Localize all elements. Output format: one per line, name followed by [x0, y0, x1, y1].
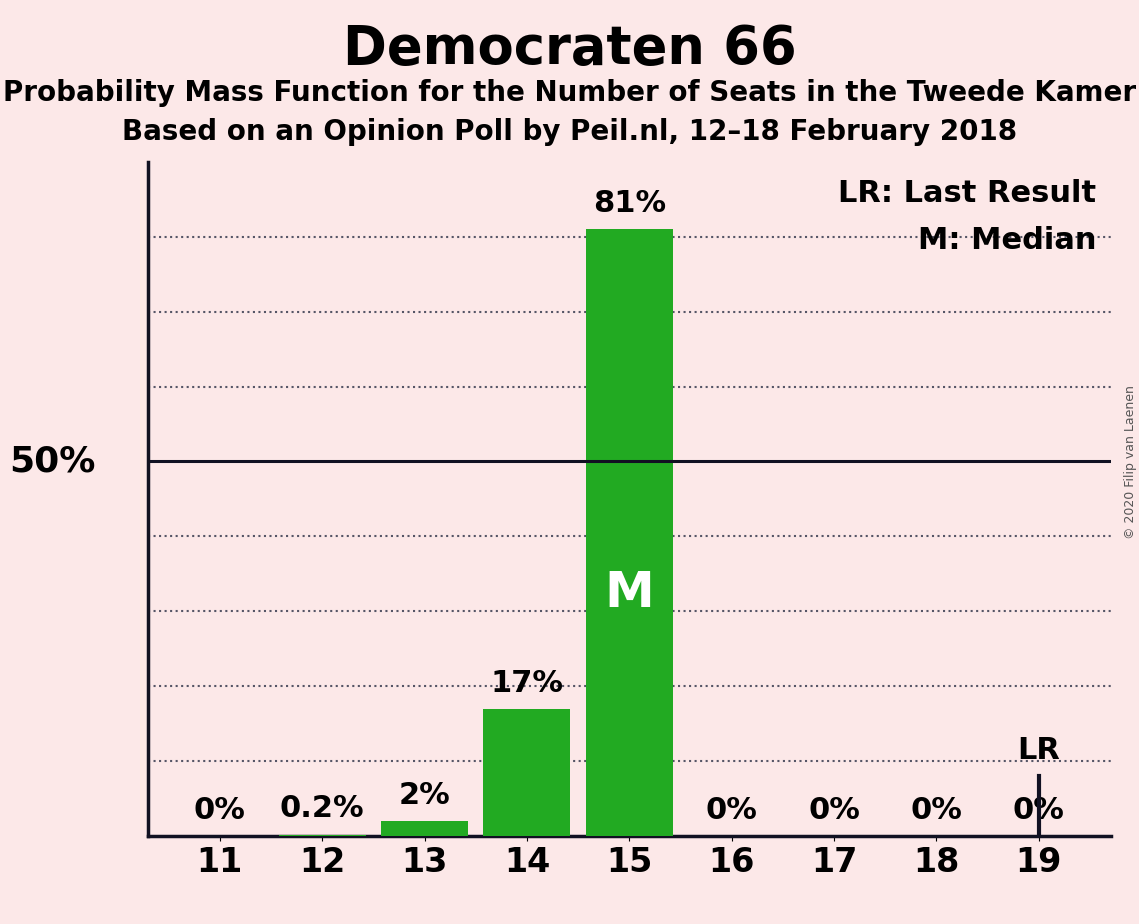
Text: M: Median: M: Median — [918, 225, 1096, 255]
Text: 0%: 0% — [910, 796, 962, 825]
Text: 81%: 81% — [592, 188, 666, 218]
Text: Democraten 66: Democraten 66 — [343, 23, 796, 75]
Text: © 2020 Filip van Laenen: © 2020 Filip van Laenen — [1124, 385, 1137, 539]
Text: 0%: 0% — [1013, 796, 1065, 825]
Text: 2%: 2% — [399, 781, 450, 810]
Text: 17%: 17% — [491, 669, 564, 698]
Bar — [382, 821, 468, 836]
Bar — [585, 229, 673, 836]
Text: 0%: 0% — [194, 796, 246, 825]
Text: LR: Last Result: LR: Last Result — [838, 178, 1096, 208]
Text: 50%: 50% — [9, 444, 96, 479]
Text: 0.2%: 0.2% — [280, 795, 364, 823]
Bar — [483, 709, 571, 836]
Text: 0%: 0% — [809, 796, 860, 825]
Text: LR: LR — [1017, 736, 1060, 765]
Text: Based on an Opinion Poll by Peil.nl, 12–18 February 2018: Based on an Opinion Poll by Peil.nl, 12–… — [122, 118, 1017, 146]
Bar — [279, 834, 366, 836]
Text: M: M — [605, 569, 654, 617]
Text: 0%: 0% — [706, 796, 757, 825]
Text: Probability Mass Function for the Number of Seats in the Tweede Kamer: Probability Mass Function for the Number… — [3, 79, 1136, 106]
